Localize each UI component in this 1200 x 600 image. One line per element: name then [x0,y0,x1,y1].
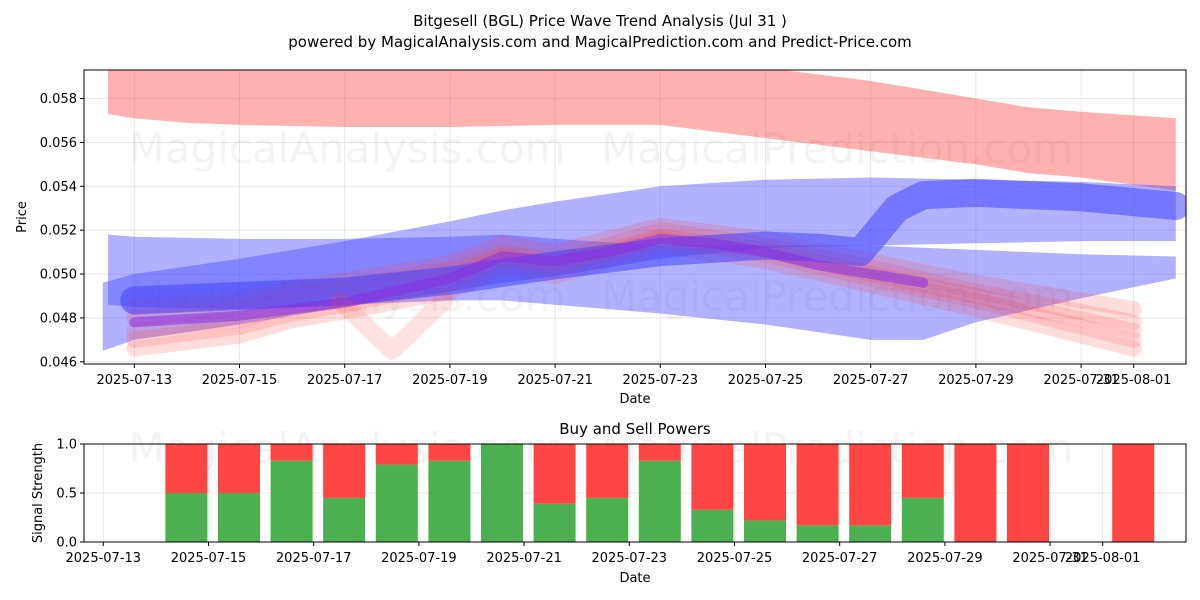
price-x-tick-9: 2025-07-31 [1043,373,1119,388]
buy-sell-chart: Buy and Sell Powers MagicalAnalysis.com … [31,420,1187,586]
buy-bar-2025-07-28 [901,497,944,542]
price-x-tick-0: 2025-07-13 [97,373,173,388]
buy-bar-2025-07-16 [270,460,313,542]
price-x-ticks: 2025-07-13 2025-07-15 2025-07-17 2025-07-19… [97,364,1172,388]
buy-sell-x-axis-label: Date [619,571,650,586]
sell-bar-2025-07-18 [375,444,418,465]
price-y-tick-6: 0.058 [40,92,77,107]
buy-sell-x-tick-4: 2025-07-21 [486,551,562,566]
sell-bar-2025-07-26 [796,444,839,526]
red-upper-trend [108,70,1176,191]
price-x-tick-5: 2025-07-23 [623,373,699,388]
price-grid [84,70,1186,364]
sell-bar-2025-07-28 [901,444,944,498]
red-v-dip [330,291,454,360]
price-x-tick-4: 2025-07-21 [517,373,593,388]
price-x-tick-7: 2025-07-27 [833,373,909,388]
buy-bar-2025-07-25 [744,520,786,542]
watermark-prediction-top: MagicalPrediction.com [601,124,1074,173]
blue-rising-channel [102,177,1176,351]
price-y-tick-0: 0.046 [40,355,77,370]
price-plot-frame [83,69,1187,365]
price-x-tick-6: 2025-07-25 [728,373,804,388]
buy-sell-x-tick-8: 2025-07-29 [907,551,983,566]
watermark-analysis-top: MagicalAnalysis.com [129,124,566,173]
buy-bar-2025-07-17 [323,497,366,542]
price-x-tick-2: 2025-07-17 [307,373,383,388]
price-y-tick-5: 0.056 [40,136,77,151]
buy-bar-2025-07-22 [586,497,629,542]
price-series [102,70,1186,360]
sell-bar-2025-08-01 [1112,444,1155,542]
sell-bar-2025-07-23 [638,444,681,461]
buy-sell-y-tick-2: 1.0 [56,438,77,453]
buy-bar-2025-07-19 [428,460,471,542]
sell-bar-2025-07-17 [323,444,366,498]
buy-bar-2025-07-15 [218,493,260,542]
buy-bar-2025-07-14 [165,493,208,542]
chart-subtitle: powered by MagicalAnalysis.com and Magic… [288,33,912,51]
buy-sell-y-axis-label: Signal Strength [31,443,46,543]
sell-bar-2025-07-24 [691,444,734,510]
buy-bar-2025-07-26 [796,525,839,542]
sell-bar-2025-07-14 [165,444,208,493]
sell-bar-2025-07-30 [1007,444,1049,542]
buy-sell-x-tick-6: 2025-07-25 [697,551,773,566]
buy-sell-x-tick-0: 2025-07-13 [66,551,142,566]
blue-forecast-line [120,178,1186,315]
buy-sell-y-tick-0: 0.0 [56,536,77,551]
buy-bar-2025-07-21 [533,503,576,542]
buy-sell-y-tick-1: 0.5 [56,487,77,502]
watermark-prediction-mid: MagicalPrediction.com [601,272,1074,321]
buy-sell-title: Buy and Sell Powers [559,420,711,438]
price-y-tick-4: 0.054 [40,180,77,195]
blue-wide-channel [108,234,1176,340]
price-y-tick-1: 0.048 [40,311,77,326]
price-x-tick-1: 2025-07-15 [202,373,278,388]
price-y-axis-label: Price [15,201,30,233]
buy-sell-y-ticks: 0.0 0.5 1.0 [56,438,84,551]
buy-bar-2025-07-18 [375,464,418,542]
price-y-tick-2: 0.050 [40,268,77,283]
buy-sell-x-tick-3: 2025-07-19 [381,551,457,566]
buy-sell-x-tick-10: 2025-08-01 [1065,551,1141,566]
buy-bar-2025-07-23 [638,460,681,542]
price-x-tick-3: 2025-07-19 [412,373,488,388]
price-x-axis-label: Date [619,392,650,407]
buy-bar-2025-07-27 [849,525,892,542]
buy-bar-2025-07-24 [691,509,734,542]
chart-title: Bitgesell (BGL) Price Wave Trend Analysi… [413,12,787,30]
purple-center-line [129,233,929,328]
buy-sell-x-tick-1: 2025-07-15 [171,551,247,566]
sell-bar-2025-07-16 [270,444,313,461]
buy-sell-x-tick-9: 2025-07-31 [1012,551,1088,566]
buy-sell-x-tick-5: 2025-07-23 [592,551,668,566]
sell-bar-2025-07-25 [744,444,786,521]
buy-bar-2025-07-20 [481,444,523,542]
price-wave-chart: MagicalAnalysis.com MagicalPrediction.co… [15,69,1187,407]
price-watermarks: MagicalAnalysis.com MagicalPrediction.co… [129,124,1074,321]
buy-sell-x-ticks: 2025-07-13 2025-07-15 2025-07-17 2025-07-19… [66,542,1141,566]
buy-sell-x-tick-2: 2025-07-17 [276,551,352,566]
buy-sell-x-tick-7: 2025-07-27 [802,551,878,566]
sell-bar-2025-07-15 [218,444,260,493]
price-y-ticks: 0.046 0.048 0.050 0.052 0.054 0.056 0.058 [40,92,84,370]
buy-sell-plot-area [84,444,1186,542]
sell-bar-2025-07-27 [849,444,892,526]
buy-sell-bars [165,444,1155,542]
sell-bar-2025-07-19 [428,444,471,461]
price-y-tick-3: 0.052 [40,224,77,239]
sell-bar-2025-07-22 [586,444,629,498]
price-x-tick-10: 2025-08-01 [1096,373,1172,388]
sell-bar-2025-07-29 [954,444,997,542]
sell-bar-2025-07-21 [533,444,576,504]
price-x-tick-8: 2025-07-29 [938,373,1014,388]
